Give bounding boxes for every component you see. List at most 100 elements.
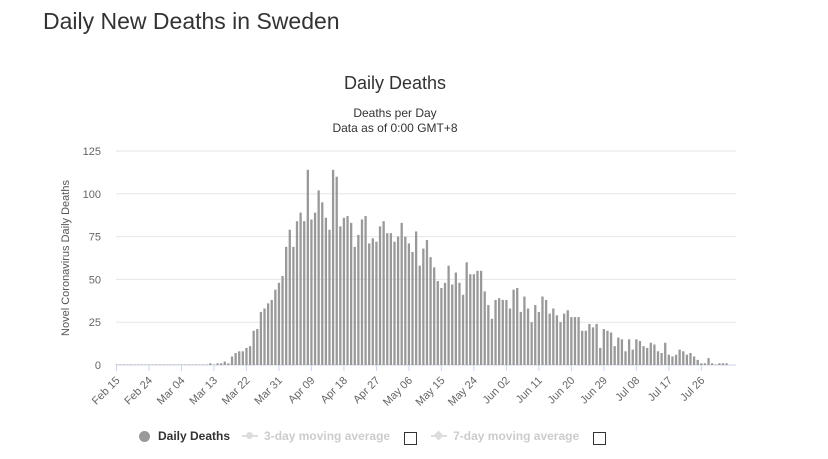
bar[interactable]: [191, 364, 194, 366]
bar[interactable]: [552, 308, 555, 365]
bar[interactable]: [418, 265, 421, 365]
bar[interactable]: [285, 246, 288, 365]
bar[interactable]: [490, 318, 494, 365]
bar[interactable]: [425, 240, 429, 365]
bar[interactable]: [339, 226, 342, 365]
bar[interactable]: [447, 265, 450, 365]
bar[interactable]: [696, 359, 699, 365]
bar[interactable]: [638, 341, 642, 365]
bar[interactable]: [660, 353, 663, 365]
bar[interactable]: [378, 226, 382, 365]
bar[interactable]: [357, 234, 360, 365]
bar[interactable]: [653, 344, 656, 365]
bar[interactable]: [627, 339, 631, 365]
bar[interactable]: [534, 305, 537, 365]
bar[interactable]: [562, 313, 566, 365]
bar[interactable]: [129, 364, 133, 366]
bar[interactable]: [350, 222, 353, 365]
bar[interactable]: [317, 190, 320, 365]
bar[interactable]: [498, 298, 501, 365]
bar[interactable]: [342, 217, 346, 365]
bar[interactable]: [270, 299, 273, 365]
bar[interactable]: [671, 356, 674, 365]
bar[interactable]: [364, 216, 367, 365]
bar[interactable]: [266, 303, 270, 365]
bar[interactable]: [176, 364, 180, 366]
bar[interactable]: [664, 342, 667, 365]
bar[interactable]: [682, 351, 685, 365]
bar[interactable]: [140, 364, 143, 366]
bar[interactable]: [346, 216, 349, 365]
bar[interactable]: [700, 363, 703, 365]
bar[interactable]: [313, 212, 317, 365]
bar[interactable]: [281, 275, 284, 365]
bar[interactable]: [461, 294, 465, 365]
bar[interactable]: [436, 281, 439, 365]
bar[interactable]: [555, 315, 559, 365]
bar[interactable]: [371, 238, 374, 365]
bar[interactable]: [505, 299, 508, 365]
bar[interactable]: [248, 346, 252, 365]
bar[interactable]: [581, 330, 584, 365]
bar[interactable]: [609, 332, 613, 365]
bar[interactable]: [144, 364, 147, 366]
bar[interactable]: [685, 354, 689, 365]
bar[interactable]: [122, 364, 125, 366]
bar[interactable]: [646, 347, 649, 365]
bar[interactable]: [331, 169, 335, 365]
bar[interactable]: [288, 229, 291, 365]
bar[interactable]: [414, 231, 418, 365]
bar[interactable]: [519, 311, 522, 365]
bar[interactable]: [353, 246, 356, 365]
bar[interactable]: [165, 364, 169, 366]
bar[interactable]: [220, 363, 223, 365]
bar[interactable]: [476, 270, 479, 365]
bar[interactable]: [537, 311, 541, 365]
bar[interactable]: [440, 287, 443, 365]
checkbox-3day-average[interactable]: [404, 432, 418, 445]
bar[interactable]: [256, 329, 259, 365]
bar[interactable]: [469, 274, 472, 365]
bar[interactable]: [216, 363, 219, 365]
bar[interactable]: [147, 364, 151, 366]
bar[interactable]: [223, 361, 226, 365]
bar[interactable]: [299, 212, 302, 365]
bar[interactable]: [126, 364, 129, 366]
bar[interactable]: [711, 363, 714, 365]
bar[interactable]: [454, 272, 457, 365]
bar[interactable]: [310, 219, 313, 365]
bar[interactable]: [620, 339, 624, 365]
bar[interactable]: [631, 349, 634, 365]
bar[interactable]: [606, 330, 609, 365]
bar[interactable]: [451, 284, 454, 365]
bar[interactable]: [559, 322, 562, 365]
bar[interactable]: [465, 262, 468, 365]
bar[interactable]: [487, 305, 490, 365]
bar[interactable]: [368, 243, 371, 365]
bar[interactable]: [512, 289, 515, 365]
bar[interactable]: [566, 310, 569, 365]
bar[interactable]: [137, 364, 140, 366]
bar[interactable]: [227, 363, 230, 365]
bar[interactable]: [187, 364, 190, 366]
bar[interactable]: [725, 363, 728, 365]
bar[interactable]: [707, 358, 710, 365]
bar[interactable]: [613, 346, 616, 365]
bar[interactable]: [180, 364, 183, 366]
bar[interactable]: [205, 364, 208, 366]
bar[interactable]: [526, 308, 530, 365]
bar[interactable]: [667, 354, 670, 365]
bar[interactable]: [718, 363, 721, 365]
bar[interactable]: [173, 364, 176, 366]
bar[interactable]: [595, 323, 598, 365]
bar[interactable]: [692, 356, 696, 365]
bar[interactable]: [588, 323, 591, 365]
bar[interactable]: [277, 282, 281, 365]
bar[interactable]: [162, 364, 165, 366]
bar[interactable]: [411, 252, 414, 365]
bar[interactable]: [389, 233, 393, 365]
bar[interactable]: [209, 363, 212, 365]
bar[interactable]: [183, 364, 187, 366]
bar[interactable]: [617, 337, 620, 365]
bar[interactable]: [703, 363, 707, 365]
